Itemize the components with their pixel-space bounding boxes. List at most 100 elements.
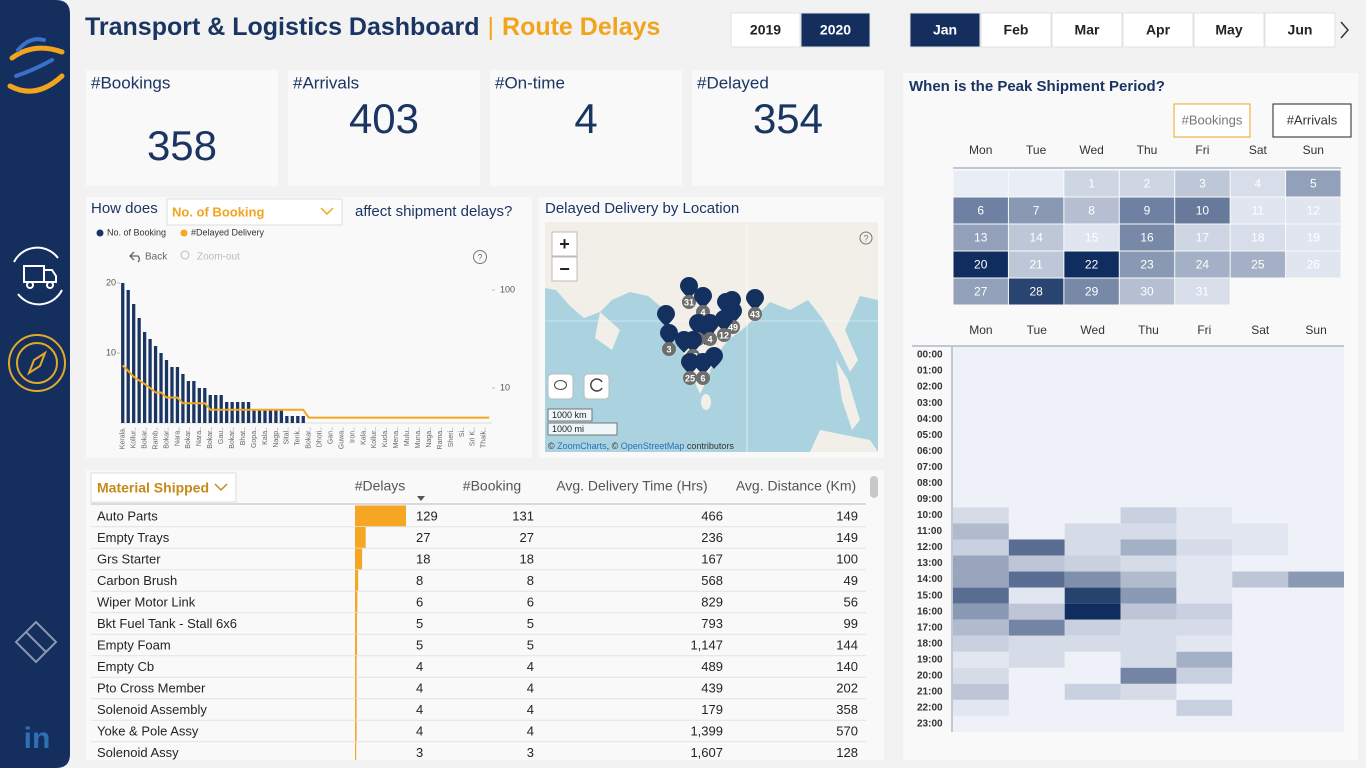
calendar-day[interactable] [953,224,1008,251]
calendar-day[interactable] [1008,278,1064,305]
filter-button-label[interactable]: Apr [1146,22,1171,38]
y-tick-label: 10 [106,347,116,357]
calendar-day[interactable] [1064,278,1119,305]
calendar-day[interactable] [1286,170,1341,197]
heatmap-cell [1008,571,1065,588]
dropdown-chevron[interactable] [214,483,228,492]
next-arrow[interactable] [1340,21,1349,39]
calendar-day[interactable] [1008,197,1064,224]
filter-button-label[interactable]: Jun [1288,22,1313,38]
calendar-day[interactable] [1064,170,1119,197]
measure-dropdown-value[interactable]: No. of Booking [172,204,264,219]
truck-icon[interactable] [13,246,63,306]
back-icon[interactable] [129,251,140,263]
calendar-day[interactable] [1175,224,1230,251]
zoom-out-button[interactable]: Zoom-out [197,252,240,263]
measure-toggle[interactable] [1173,103,1251,138]
filter-button-label[interactable]: 2019 [750,22,781,38]
scrollbar[interactable] [870,476,878,498]
calendar-day[interactable] [1175,278,1230,305]
calendar-day[interactable] [1119,197,1175,224]
measure-dropdown[interactable] [166,198,343,226]
diamond-icon[interactable] [14,620,58,664]
material-cell: Solenoid Assembly [97,702,207,717]
filter-button[interactable] [1122,12,1194,48]
map-pin[interactable] [684,331,702,353]
map-pin[interactable] [681,353,699,375]
filter-button-label[interactable]: 2020 [820,22,851,38]
calendar-day[interactable] [1175,170,1230,197]
calendar-day[interactable] [1175,251,1230,278]
measure-toggle[interactable] [1272,103,1352,138]
material-cell: Empty Cb [97,659,154,674]
filter-button-label[interactable]: Feb [1004,22,1029,38]
filter-button[interactable] [800,12,871,48]
filter-button[interactable] [909,12,981,48]
linkedin-icon[interactable]: in [24,722,51,755]
calendar-day[interactable] [953,197,1008,224]
zoom-button-label[interactable]: − [559,259,570,279]
map-tool-button[interactable] [583,373,610,400]
filter-button[interactable] [980,12,1052,48]
calendar-day[interactable] [1119,278,1175,305]
calendar-day[interactable] [1064,197,1119,224]
filter-button[interactable] [730,12,801,48]
x-tick-label: Kollur.. [131,427,138,448]
calendar-day[interactable] [1008,224,1064,251]
delay-data-bar [355,548,363,570]
heatmap-cell [1232,507,1289,524]
map-pin[interactable] [694,353,712,375]
filter-button-label[interactable]: Mar [1075,22,1100,38]
map-pin[interactable] [701,314,719,336]
calendar-day[interactable] [1008,251,1064,278]
calendar-day[interactable] [953,251,1008,278]
map-pin[interactable] [680,277,698,299]
dropdown-chevron[interactable] [320,207,334,216]
measure-toggle-label[interactable]: #Bookings [1182,112,1243,127]
calendar-day[interactable] [1119,224,1175,251]
heatmap-cell [1008,555,1065,572]
calendar-day[interactable] [1064,224,1119,251]
filter-button-label[interactable]: May [1215,22,1242,38]
material-dropdown[interactable] [90,472,237,503]
zoom-button-label[interactable]: + [559,234,570,254]
filter-button[interactable] [1264,12,1336,48]
calendar-day[interactable] [1286,197,1341,224]
map-pin[interactable] [694,287,712,309]
calendar-day[interactable] [1119,251,1175,278]
zoom-icon[interactable] [180,250,190,260]
compass-icon[interactable] [8,334,66,392]
measure-toggle-label[interactable]: #Arrivals [1287,112,1338,127]
filter-button[interactable] [1051,12,1123,48]
filter-button[interactable] [1193,12,1265,48]
map-pin[interactable] [746,289,764,311]
map[interactable] [545,222,878,452]
map-tool-button[interactable] [547,373,574,400]
calendar-day[interactable] [1286,224,1341,251]
calendar-day[interactable] [953,278,1008,305]
weekday-label: Wed [1080,323,1104,337]
map-pin[interactable] [715,310,733,332]
zoom-button[interactable] [551,256,578,282]
distance-cell: 128 [836,745,858,760]
calendar-day-label: 22 [1085,258,1099,272]
calendar-day[interactable] [1230,197,1286,224]
map-pin[interactable] [657,305,675,327]
attribution-part[interactable]: ZoomCharts [557,441,607,451]
map-pin[interactable] [660,324,678,346]
calendar-day[interactable] [1230,224,1286,251]
calendar-day[interactable] [1286,251,1341,278]
material-dropdown-label[interactable]: Material Shipped [97,480,209,496]
calendar-day[interactable] [1230,251,1286,278]
back-button[interactable]: Back [145,252,168,263]
calendar-day[interactable] [1230,170,1286,197]
filter-button-label[interactable]: Jan [933,22,957,38]
calendar-day[interactable] [1119,170,1175,197]
zoom-button[interactable] [551,231,578,257]
heatmap-cell [1232,539,1289,556]
calendar-day-label: 17 [1196,231,1210,245]
attribution-part[interactable]: OpenStreetMap [621,441,685,451]
delays-cell: 8 [416,573,423,588]
calendar-day[interactable] [1064,251,1119,278]
calendar-day[interactable] [1175,197,1230,224]
